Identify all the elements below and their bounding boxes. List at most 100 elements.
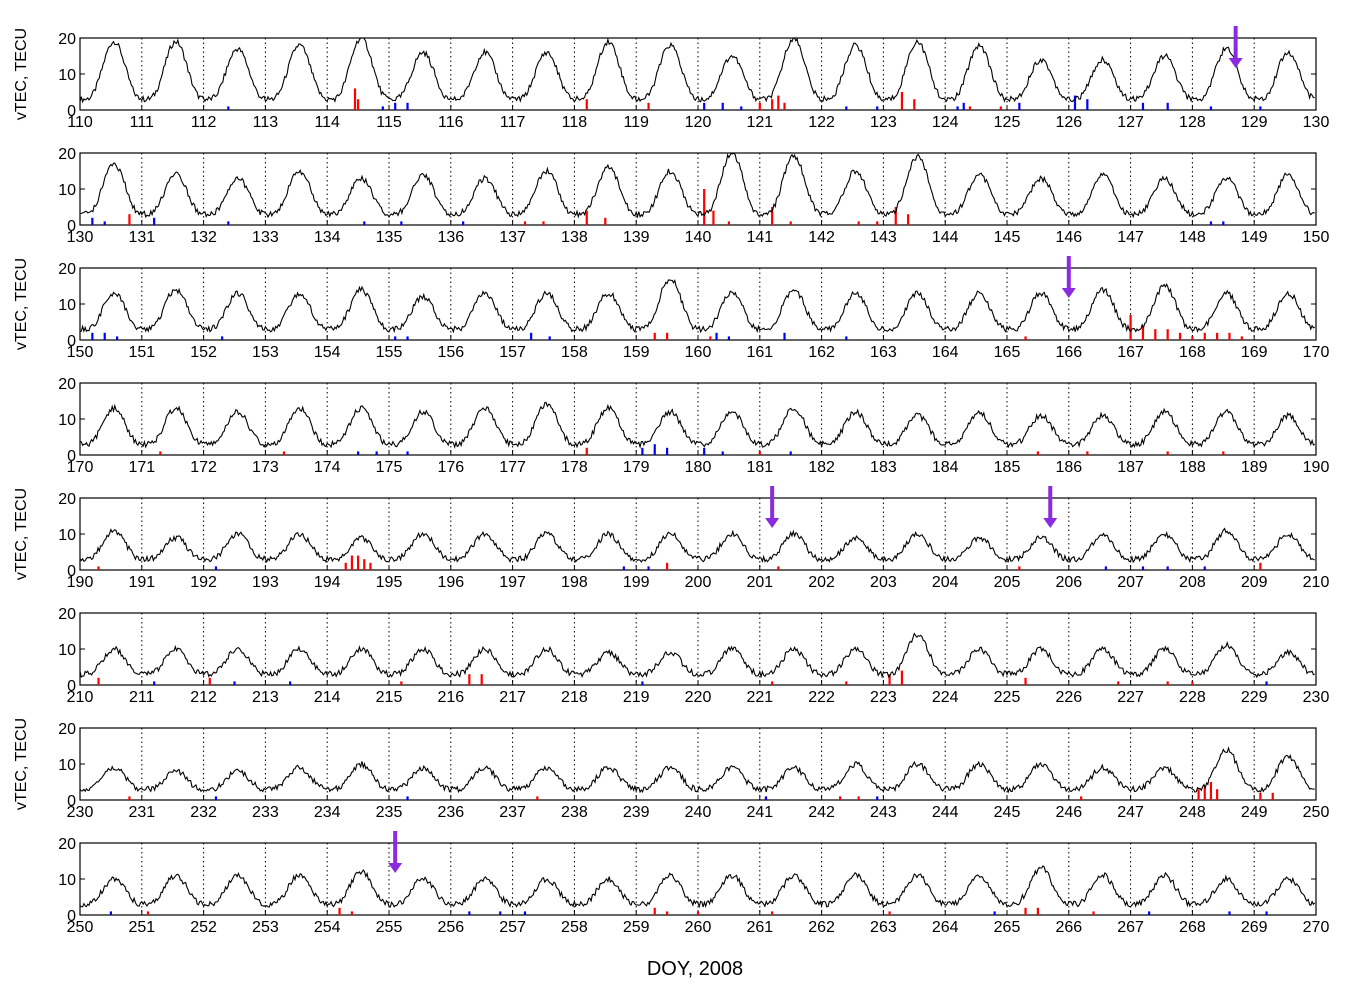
x-tick-label: 259 <box>623 919 650 936</box>
negative-bar <box>740 106 743 110</box>
positive-bar <box>282 451 286 455</box>
positive-bar <box>913 99 916 110</box>
negative-bar <box>789 451 792 455</box>
negative-bar <box>406 102 409 110</box>
positive-bar <box>900 670 904 685</box>
positive-bar <box>1240 336 1243 340</box>
x-tick-label: 262 <box>808 919 835 936</box>
x-tick-label: 185 <box>994 459 1021 476</box>
event-arrow-head <box>1228 58 1243 68</box>
positive-bar <box>777 566 780 570</box>
negative-bar <box>227 106 230 110</box>
negative-bar <box>289 681 292 685</box>
positive-bar <box>1129 314 1132 340</box>
x-tick-label: 266 <box>1055 919 1082 936</box>
positive-bar <box>1209 782 1213 800</box>
positive-bar <box>653 907 656 915</box>
x-tick-label: 144 <box>932 229 959 246</box>
negative-bar <box>221 336 224 340</box>
panel-6: 0 10 20 210 211 212 213 214 215 216 217 218 219 220 22… <box>58 606 1329 706</box>
positive-bar <box>480 674 483 685</box>
positive-bar <box>665 562 669 570</box>
x-tick-label: 258 <box>561 919 588 936</box>
x-tick-label: 124 <box>932 114 959 131</box>
negative-bar <box>91 332 94 340</box>
positive-bar <box>468 674 471 685</box>
positive-bar <box>777 95 780 110</box>
positive-bar <box>712 210 715 225</box>
x-tick-label: 134 <box>314 229 341 246</box>
negative-bar <box>1228 911 1231 915</box>
x-tick-label: 165 <box>994 344 1021 361</box>
x-tick-label: 243 <box>870 804 897 821</box>
event-arrow-head <box>1061 288 1076 298</box>
x-tick-label: 126 <box>1055 114 1082 131</box>
positive-bar <box>968 106 972 110</box>
positive-bar <box>350 555 354 570</box>
positive-bar <box>999 106 1002 110</box>
negative-bar <box>381 106 384 110</box>
x-tick-label: 184 <box>932 459 959 476</box>
positive-bar <box>1191 336 1194 340</box>
negative-bar <box>653 444 656 455</box>
y-axis-title: vTEC, TECU <box>13 718 30 810</box>
positive-bar <box>604 217 607 225</box>
negative-bar <box>548 336 551 340</box>
x-tick-label: 207 <box>1117 574 1144 591</box>
y-tick-label: 20 <box>58 836 76 853</box>
x-tick-label: 187 <box>1117 459 1144 476</box>
x-tick-label: 188 <box>1179 459 1206 476</box>
x-tick-label: 200 <box>685 574 712 591</box>
vtec-line <box>79 865 1316 909</box>
y-tick-label: 0 <box>67 793 76 810</box>
positive-bar <box>1036 451 1040 455</box>
x-tick-label: 191 <box>128 574 155 591</box>
x-tick-label: 153 <box>252 344 279 361</box>
positive-bar <box>1191 681 1194 685</box>
x-tick-label: 221 <box>746 689 773 706</box>
x-tick-label: 209 <box>1241 574 1268 591</box>
x-tick-label: 206 <box>1055 574 1082 591</box>
negative-bar <box>783 332 786 340</box>
y-tick-label: 20 <box>58 491 76 508</box>
negative-bar <box>665 447 669 455</box>
x-tick-label: 252 <box>190 919 217 936</box>
x-tick-label: 212 <box>190 689 217 706</box>
positive-bar <box>1166 681 1169 685</box>
x-tick-label: 148 <box>1179 229 1206 246</box>
x-tick-label: 250 <box>67 919 94 936</box>
x-tick-label: 230 <box>1303 689 1330 706</box>
x-tick-label: 140 <box>685 229 712 246</box>
positive-bar <box>146 911 150 915</box>
x-tick-label: 189 <box>1241 459 1268 476</box>
y-axis-title: vTEC, TECU <box>13 258 30 350</box>
x-tick-label: 267 <box>1117 919 1144 936</box>
positive-bar <box>783 102 786 110</box>
negative-bar <box>1086 99 1089 110</box>
negative-bar <box>153 217 156 225</box>
x-tick-label: 115 <box>376 114 402 131</box>
x-tick-label: 136 <box>437 229 464 246</box>
negative-bar <box>721 451 724 455</box>
x-tick-label: 117 <box>500 114 526 131</box>
negative-bar <box>356 451 360 455</box>
negative-bar <box>1265 681 1268 685</box>
x-tick-label: 195 <box>376 574 403 591</box>
x-tick-label: 205 <box>994 574 1021 591</box>
positive-bar <box>1166 451 1169 455</box>
x-tick-label: 128 <box>1179 114 1206 131</box>
positive-bar <box>857 221 860 225</box>
negative-bar <box>845 336 848 340</box>
x-tick-label: 190 <box>1303 459 1330 476</box>
x-tick-label: 176 <box>437 459 464 476</box>
y-tick-label: 0 <box>67 678 76 695</box>
negative-bar <box>641 447 644 455</box>
x-tick-label: 172 <box>190 459 217 476</box>
negative-bar <box>153 681 156 685</box>
x-tick-label: 264 <box>932 919 959 936</box>
y-tick-label: 0 <box>67 218 76 235</box>
x-tick-label: 255 <box>376 919 403 936</box>
x-tick-label: 215 <box>376 689 403 706</box>
event-arrow-head <box>388 863 403 873</box>
